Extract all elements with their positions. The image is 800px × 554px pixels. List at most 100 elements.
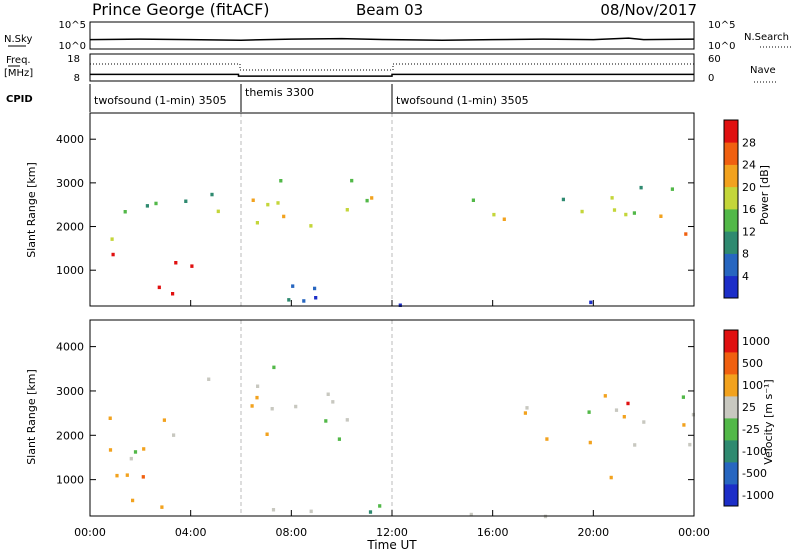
data-cell bbox=[378, 504, 382, 508]
colorbar-tick-label: 16 bbox=[742, 203, 756, 216]
colorbar-tick-label: -1000 bbox=[742, 489, 774, 502]
data-cell bbox=[589, 300, 593, 305]
colorbar-swatch bbox=[724, 142, 738, 165]
y-tick-label: 3000 bbox=[56, 385, 84, 398]
velocity-colorbar: 1000 500 100 25 -25 -100 -500 -1000 bbox=[723, 329, 774, 507]
data-cell bbox=[492, 212, 496, 217]
x-axis-label: Time UT bbox=[366, 538, 417, 552]
data-cell bbox=[282, 214, 286, 219]
power-y-axis: 1000 2000 3000 4000 bbox=[56, 133, 695, 306]
data-cell bbox=[587, 410, 591, 414]
data-cell bbox=[172, 433, 176, 437]
velocity-colorbar-label: Velocity [m s⁻¹] bbox=[762, 379, 775, 464]
data-cell bbox=[545, 437, 549, 441]
cpid-label-text: twofsound (1-min) 3505 bbox=[396, 94, 529, 107]
data-cell bbox=[337, 437, 341, 441]
data-cell bbox=[588, 440, 592, 445]
freq-series bbox=[90, 73, 694, 77]
data-cell bbox=[612, 208, 617, 212]
velocity-ylabel: Slant Range [km] bbox=[25, 369, 38, 465]
data-cell bbox=[271, 508, 276, 512]
data-cell bbox=[523, 411, 527, 415]
data-cell bbox=[110, 237, 114, 241]
data-cell bbox=[370, 196, 374, 200]
power-colorbar-label: Power [dB] bbox=[758, 165, 771, 225]
data-cell bbox=[313, 286, 317, 291]
x-tick-label: 08:00 bbox=[275, 526, 307, 539]
data-cell bbox=[141, 475, 145, 479]
data-cell bbox=[115, 473, 119, 478]
data-cell bbox=[314, 296, 318, 300]
data-cell bbox=[145, 204, 149, 208]
power-ylabel: Slant Range [km] bbox=[25, 162, 38, 258]
data-cell bbox=[133, 450, 138, 454]
data-cell bbox=[684, 232, 688, 236]
data-cell bbox=[324, 419, 328, 423]
colorbar-swatch bbox=[724, 186, 738, 210]
nsearch-label: N.Search bbox=[744, 32, 789, 43]
data-cell bbox=[154, 201, 158, 206]
y-tick-label: 1000 bbox=[56, 474, 84, 487]
nsearch-tick-top: 10^5 bbox=[708, 20, 735, 31]
data-cell bbox=[157, 285, 161, 290]
data-cell bbox=[398, 303, 402, 307]
data-cell bbox=[331, 400, 335, 404]
velocity-y-axis: 1000 2000 3000 4000 bbox=[56, 341, 695, 516]
data-cell bbox=[256, 384, 260, 388]
nave-label: Nave bbox=[750, 65, 776, 76]
colorbar-swatch bbox=[724, 120, 738, 143]
colorbar-frame bbox=[723, 119, 739, 299]
data-cell bbox=[561, 197, 565, 202]
data-cell bbox=[688, 442, 692, 447]
data-cell bbox=[603, 394, 607, 398]
nsky-label: N.Sky bbox=[4, 34, 32, 45]
nave-tick-bottom: 0 bbox=[708, 73, 714, 84]
cpid-label: CPID bbox=[6, 94, 33, 105]
data-cell bbox=[255, 395, 259, 400]
data-cell bbox=[642, 420, 646, 424]
colorbar-swatch bbox=[724, 352, 738, 375]
data-cell bbox=[255, 221, 259, 225]
data-cell bbox=[108, 448, 113, 452]
data-cell bbox=[266, 202, 270, 207]
colorbar-swatch bbox=[724, 164, 738, 188]
data-cell bbox=[691, 412, 695, 417]
power-colorbar: 4 8 12 16 20 24 28 bbox=[723, 119, 756, 299]
colorbar-swatch bbox=[724, 440, 738, 463]
y-tick-label: 3000 bbox=[56, 177, 84, 190]
colorbar-tick-label: -100 bbox=[742, 445, 767, 458]
nsky-tick-top: 10^5 bbox=[59, 20, 86, 31]
y-tick-label: 4000 bbox=[56, 341, 84, 354]
nsky-series bbox=[89, 37, 695, 41]
y-tick-label: 2000 bbox=[56, 221, 84, 234]
data-cell bbox=[525, 406, 529, 410]
x-tick-label: 04:00 bbox=[175, 526, 207, 539]
station-title: Prince George (fitACF) bbox=[92, 0, 270, 19]
data-cell bbox=[216, 209, 220, 214]
colorbar-tick-label: 28 bbox=[742, 136, 756, 149]
colorbar-tick-label: 25 bbox=[742, 401, 756, 414]
data-cell bbox=[580, 209, 584, 214]
nsky-tick-bottom: 10^0 bbox=[59, 41, 86, 52]
data-cell bbox=[326, 392, 330, 396]
colorbar-tick-label: 4 bbox=[742, 270, 749, 283]
x-tick-label: 16:00 bbox=[477, 526, 509, 539]
beam-title: Beam 03 bbox=[356, 1, 423, 19]
power-heatmap bbox=[110, 113, 688, 307]
data-cell bbox=[123, 210, 127, 214]
colorbar-tick-label: -500 bbox=[742, 467, 767, 480]
data-cell bbox=[207, 377, 211, 381]
y-tick-label: 4000 bbox=[56, 133, 84, 146]
x-tick-label: 00:00 bbox=[678, 526, 710, 539]
data-cell bbox=[171, 292, 175, 296]
colorbar-tick-label: 20 bbox=[742, 181, 756, 194]
data-cell bbox=[162, 418, 166, 422]
data-cell bbox=[184, 199, 188, 203]
data-cell bbox=[368, 510, 373, 514]
data-cell bbox=[129, 456, 133, 461]
data-cell bbox=[471, 198, 475, 202]
data-cell bbox=[624, 212, 628, 217]
data-cell bbox=[160, 505, 164, 509]
data-cell bbox=[309, 509, 313, 514]
data-cell bbox=[309, 224, 313, 228]
